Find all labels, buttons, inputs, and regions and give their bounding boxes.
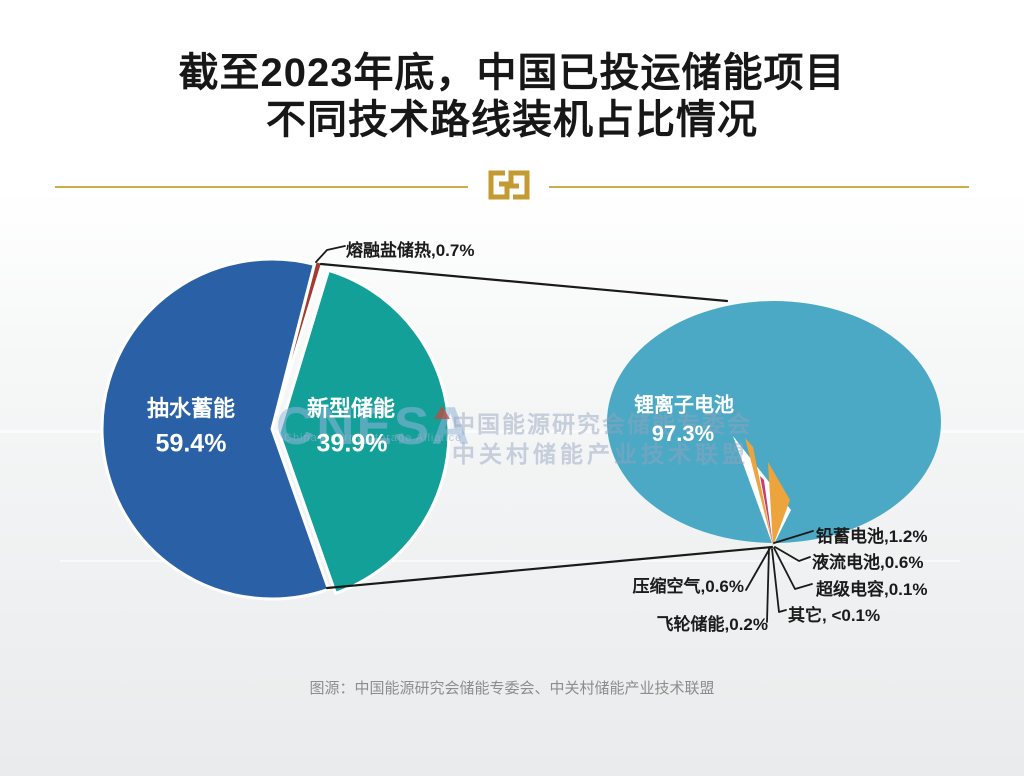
pie-link-line-top (319, 262, 729, 303)
divider-line-left (55, 186, 468, 188)
callout-supercapacitor: 超级电容,0.1% (816, 580, 928, 599)
leader-other (771, 548, 787, 613)
callout-flywheel: 飞轮储能,0.2% (656, 615, 768, 634)
leader-molten-salt (315, 245, 346, 263)
title-line-2: 不同技术路线装机占比情况 (266, 98, 758, 142)
background-streak (0, 430, 1024, 433)
callout-compressed-air: 压缩空气,0.6% (632, 577, 744, 596)
background-streak (60, 560, 960, 562)
pie-slice-熔融盐储热 (271, 259, 325, 427)
pie-slice-抽水蓄能 (100, 257, 331, 601)
left-pie (100, 257, 451, 601)
pie-slice-锂离子电池 (607, 301, 941, 543)
pie-link-line-bottom (325, 545, 774, 590)
callout-other: 其它, <0.1% (788, 606, 881, 625)
callout-flow-battery: 液流电池,0.6% (812, 553, 924, 572)
brand-logo-icon (488, 170, 530, 200)
leader-supercapacitor (773, 547, 813, 590)
pie-slice-液流电池 (760, 476, 773, 546)
slice-value-new-type-storage: 39.9% (316, 429, 388, 458)
divider-line-right (549, 186, 969, 188)
slice-label-lithium-ion: 锂离子电池 (634, 394, 734, 417)
slice-value-lithium-ion: 97.3% (651, 421, 715, 446)
pie-slice-铅蓄电池 (745, 438, 773, 546)
pie-slice-超级电容 (768, 462, 790, 546)
connector-lines (315, 245, 814, 623)
slice-label-new-type-storage: 新型储能 (306, 396, 396, 421)
callout-lead-battery: 铅蓄电池,1.2% (816, 527, 928, 546)
slice-value-pumped-hydro: 59.4% (155, 429, 227, 458)
callout-molten-salt: 熔融盐储热,0.7% (346, 241, 475, 260)
leader-lead-battery (773, 530, 814, 544)
title-line-1: 截至2023年底，中国已投运储能项目 (178, 51, 846, 95)
leader-flow-battery (774, 546, 811, 562)
pie-slice-新型储能 (277, 268, 451, 595)
right-pie (607, 301, 941, 546)
leader-compressed-air (745, 547, 771, 591)
page-title: 截至2023年底，中国已投运储能项目 不同技术路线装机占比情况 (0, 50, 1024, 144)
source-note: 图源：中国能源研究会储能专委会、中关村储能产业技术联盟 (309, 680, 715, 697)
slice-label-pumped-hydro: 抽水蓄能 (146, 396, 236, 421)
leader-flywheel (766, 547, 770, 623)
